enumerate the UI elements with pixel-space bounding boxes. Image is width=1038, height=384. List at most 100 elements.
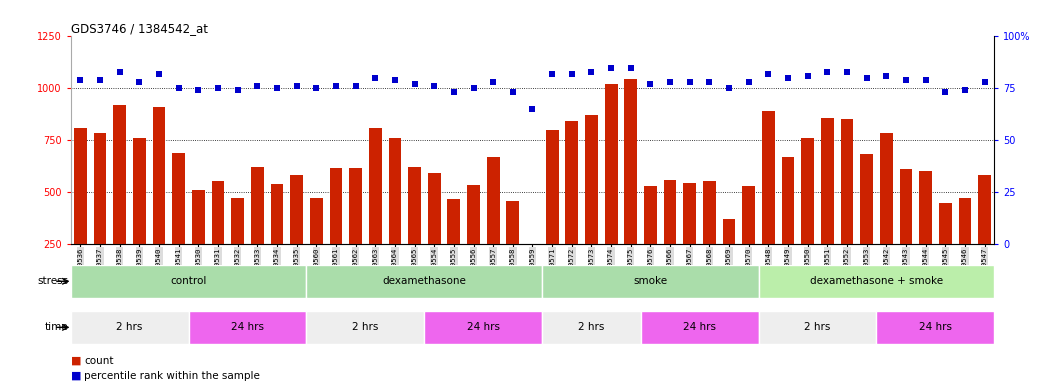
Text: stress: stress: [37, 276, 69, 286]
Bar: [861, 154, 873, 296]
Bar: [231, 198, 244, 296]
Text: 2 hrs: 2 hrs: [352, 322, 379, 333]
Text: dexamethasone + smoke: dexamethasone + smoke: [810, 276, 944, 286]
Point: [367, 75, 384, 81]
Bar: [722, 219, 736, 296]
Bar: [683, 183, 696, 296]
Bar: [841, 119, 853, 296]
Bar: [801, 138, 814, 296]
Bar: [585, 115, 598, 296]
Point: [229, 87, 246, 93]
Bar: [306, 311, 425, 344]
Point: [858, 75, 875, 81]
Bar: [93, 133, 107, 296]
Bar: [782, 157, 794, 296]
Text: 24 hrs: 24 hrs: [683, 322, 716, 333]
Bar: [71, 311, 189, 344]
Point: [603, 65, 620, 71]
Bar: [507, 201, 519, 296]
Bar: [958, 198, 972, 296]
Point: [740, 79, 757, 85]
Text: ■: ■: [71, 371, 81, 381]
Bar: [172, 152, 185, 296]
Point: [760, 71, 776, 77]
Text: 2 hrs: 2 hrs: [116, 322, 143, 333]
Text: ■: ■: [71, 356, 81, 366]
Bar: [425, 311, 542, 344]
Point: [190, 87, 207, 93]
Bar: [153, 107, 165, 296]
Bar: [900, 169, 912, 296]
Bar: [759, 311, 876, 344]
Point: [151, 71, 167, 77]
Text: smoke: smoke: [633, 276, 667, 286]
Bar: [467, 185, 480, 296]
Point: [544, 71, 561, 77]
Point: [564, 71, 580, 77]
Bar: [978, 175, 991, 296]
Point: [799, 73, 816, 79]
Text: control: control: [170, 276, 207, 286]
Point: [289, 83, 305, 89]
Text: 24 hrs: 24 hrs: [919, 322, 952, 333]
Point: [937, 89, 954, 96]
Point: [819, 69, 836, 75]
Point: [406, 81, 422, 87]
Point: [269, 85, 285, 91]
Point: [485, 79, 501, 85]
Bar: [74, 128, 87, 296]
Text: 24 hrs: 24 hrs: [231, 322, 264, 333]
Bar: [939, 204, 952, 296]
Point: [839, 69, 855, 75]
Bar: [821, 118, 834, 296]
Point: [426, 83, 442, 89]
Point: [623, 65, 639, 71]
Bar: [526, 244, 539, 296]
Text: time: time: [45, 322, 69, 333]
Bar: [310, 198, 323, 296]
Bar: [306, 265, 542, 298]
Bar: [920, 171, 932, 296]
Bar: [762, 111, 774, 296]
Bar: [605, 84, 618, 296]
Bar: [251, 167, 264, 296]
Bar: [703, 180, 716, 296]
Text: 2 hrs: 2 hrs: [578, 322, 605, 333]
Point: [524, 106, 541, 112]
Bar: [189, 311, 306, 344]
Bar: [71, 265, 306, 298]
Bar: [291, 175, 303, 296]
Point: [210, 85, 226, 91]
Point: [131, 79, 147, 85]
Point: [918, 77, 934, 83]
Point: [348, 83, 364, 89]
Point: [720, 85, 737, 91]
Bar: [408, 167, 421, 296]
Point: [681, 79, 698, 85]
Bar: [640, 311, 759, 344]
Point: [878, 73, 895, 79]
Bar: [447, 199, 460, 296]
Bar: [566, 121, 578, 296]
Text: count: count: [84, 356, 113, 366]
Point: [583, 69, 600, 75]
Point: [465, 85, 482, 91]
Point: [308, 85, 325, 91]
Point: [72, 77, 88, 83]
Bar: [133, 138, 145, 296]
Bar: [880, 133, 893, 296]
Bar: [329, 168, 343, 296]
Bar: [644, 186, 657, 296]
Bar: [368, 128, 382, 296]
Bar: [759, 265, 994, 298]
Point: [170, 85, 187, 91]
Bar: [876, 311, 994, 344]
Text: percentile rank within the sample: percentile rank within the sample: [84, 371, 260, 381]
Bar: [542, 265, 759, 298]
Bar: [428, 173, 440, 296]
Bar: [663, 180, 677, 296]
Point: [91, 77, 108, 83]
Point: [957, 87, 974, 93]
Point: [701, 79, 717, 85]
Point: [445, 89, 462, 96]
